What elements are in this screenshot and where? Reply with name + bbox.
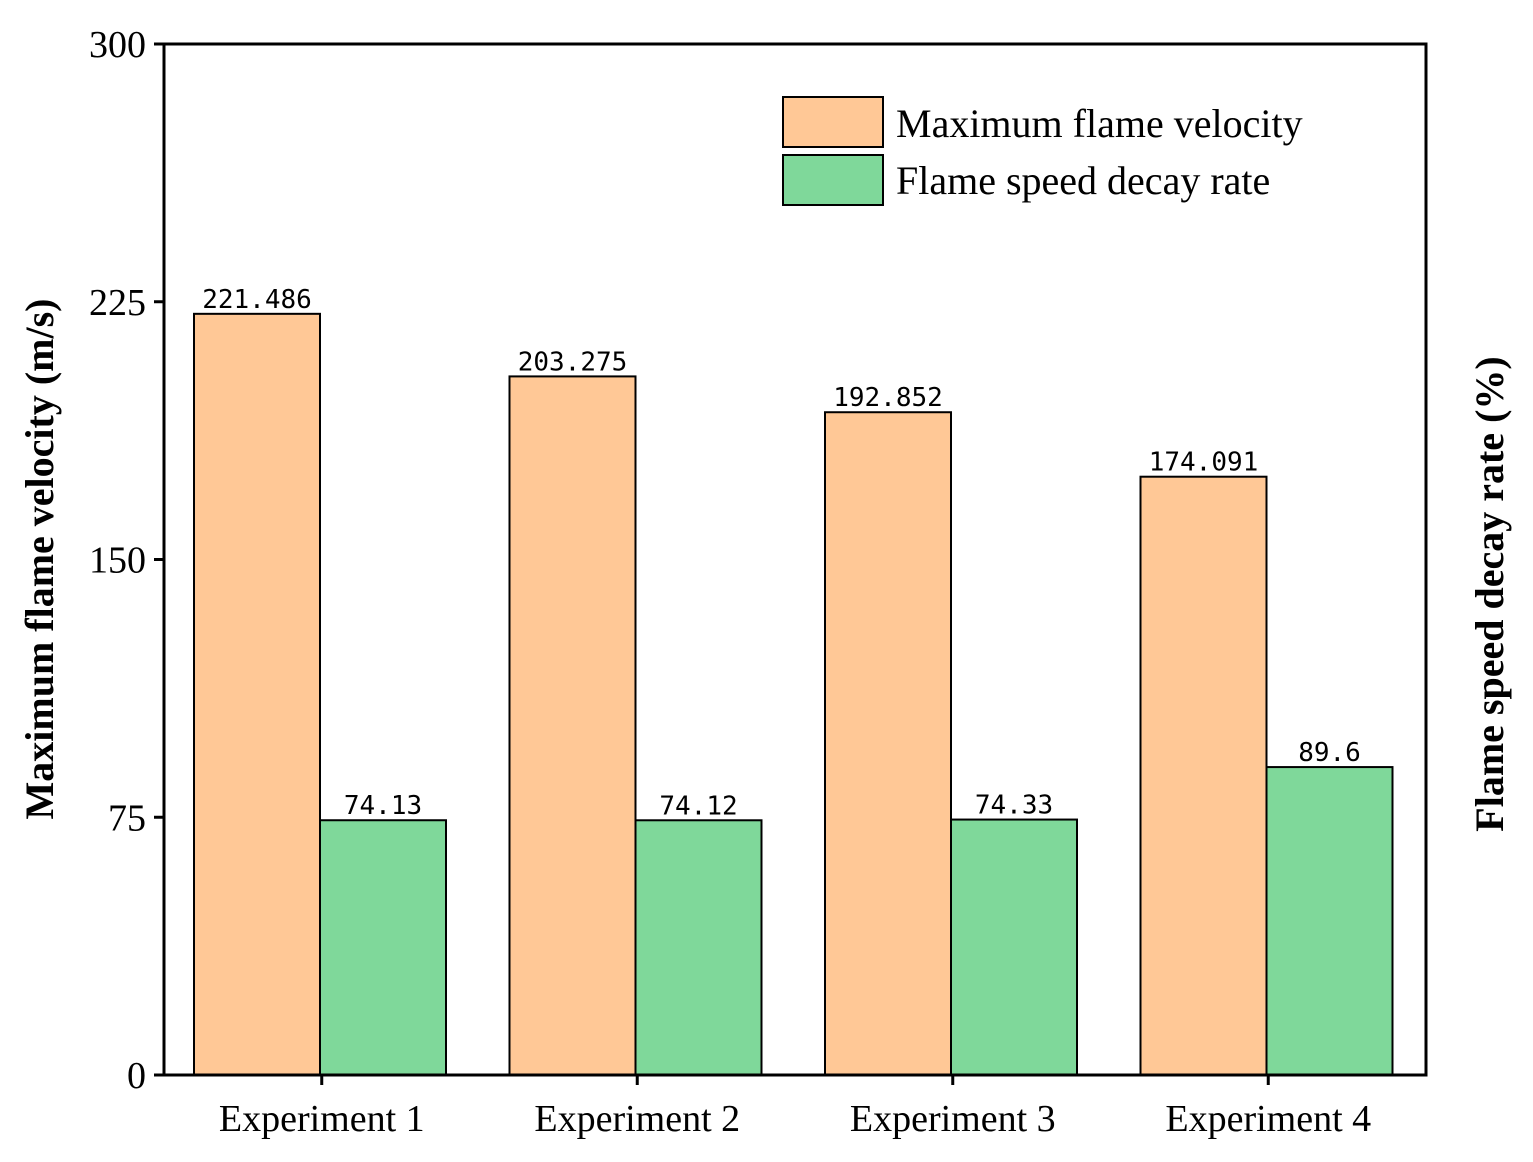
bar-max-velocity-2 <box>508 375 637 1077</box>
data-label-decay-rate-1: 74.13 <box>344 791 422 821</box>
bar-max-velocity-1 <box>193 312 321 1076</box>
y-tick-label: 150 <box>89 540 146 582</box>
bar-max-velocity-3 <box>824 411 952 1077</box>
x-ticks-layer: Experiment 1 Experiment 2 Experiment 3 Expe… <box>219 1075 1371 1140</box>
y-ticks-layer: 0 75 150 225 300 <box>89 24 164 1097</box>
x-tick-label: Experiment 2 <box>534 1098 740 1140</box>
bar-decay-rate-3 <box>950 818 1078 1076</box>
bar-decay-rate-2 <box>634 819 763 1077</box>
data-label-max-velocity-4: 174.091 <box>1149 448 1259 478</box>
x-tick-label: Experiment 1 <box>219 1098 425 1140</box>
bars-layer <box>193 312 1394 1077</box>
y-tick-label: 300 <box>89 24 146 66</box>
y-tick-label: 0 <box>127 1055 146 1097</box>
legend-swatch-max-velocity <box>782 96 884 148</box>
legend-swatch-decay-rate <box>782 154 884 206</box>
data-label-max-velocity-1: 221.486 <box>202 285 312 315</box>
data-label-decay-rate-2: 74.12 <box>659 791 737 821</box>
legend-label-decay-rate: Flame speed decay rate <box>896 158 1270 203</box>
data-label-max-velocity-2: 203.275 <box>518 347 628 377</box>
data-label-max-velocity-3: 192.852 <box>833 383 943 413</box>
x-tick-label: Experiment 3 <box>850 1098 1056 1140</box>
bar-decay-rate-1 <box>319 819 447 1077</box>
bar-decay-rate-4 <box>1265 766 1394 1076</box>
data-labels-layer: 221.486 74.13 203.275 74.12 192.852 74.33 174.… <box>202 285 1361 821</box>
legend-label-max-velocity: Maximum flame velocity <box>896 101 1303 146</box>
y-tick-label: 75 <box>108 797 146 839</box>
y2-axis-label: Flame speed decay rate (%) <box>1467 356 1512 831</box>
y-tick-label: 225 <box>89 282 146 324</box>
x-tick-label: Experiment 4 <box>1165 1098 1371 1140</box>
data-label-decay-rate-3: 74.33 <box>975 791 1053 821</box>
data-label-decay-rate-4: 89.6 <box>1298 738 1361 768</box>
legend: Maximum flame velocity Flame speed decay… <box>782 96 1303 206</box>
bar-max-velocity-4 <box>1139 475 1268 1076</box>
y-axis-label: Maximum flame velocity (m/s) <box>17 299 62 820</box>
